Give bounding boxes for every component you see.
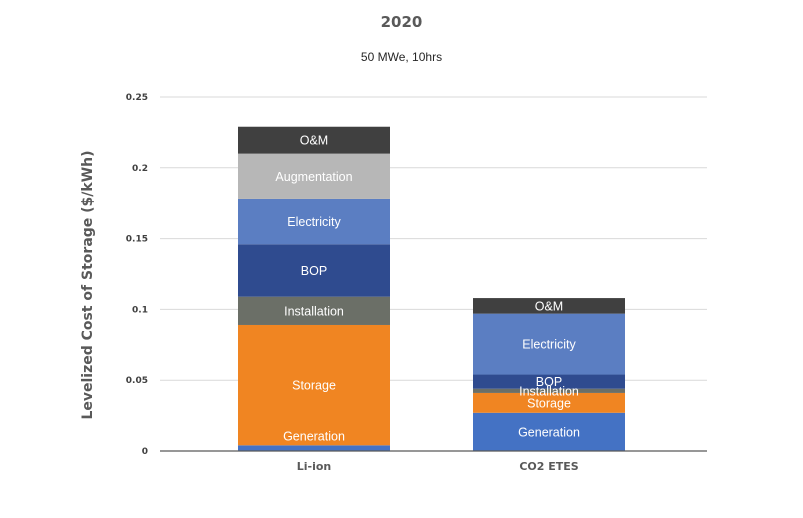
segment-label: Installation bbox=[284, 304, 344, 318]
bars bbox=[238, 126, 625, 451]
segment-label: Generation bbox=[518, 425, 580, 439]
x-category-label: CO2 ETES bbox=[519, 460, 578, 473]
y-tick-label: 0.15 bbox=[126, 235, 148, 245]
segment-label: BOP bbox=[301, 264, 327, 278]
bar-segment-generation bbox=[473, 412, 625, 451]
y-tick-label: 0.1 bbox=[132, 305, 148, 315]
segment-labels: GenerationStorageInstallationBOPElectric… bbox=[275, 134, 580, 444]
segment-label: O&M bbox=[300, 134, 328, 148]
chart-title: 2020 bbox=[380, 13, 423, 31]
segment-label: Storage bbox=[527, 396, 571, 410]
segment-label: Electricity bbox=[287, 215, 341, 229]
bar-segment-electricity bbox=[473, 313, 625, 375]
bar-segment-installation bbox=[238, 296, 390, 325]
segment-label: Installation bbox=[519, 384, 579, 398]
segment-label: Augmentation bbox=[275, 170, 352, 184]
y-tick-label: 0.25 bbox=[126, 93, 148, 103]
segment-label: Storage bbox=[292, 379, 336, 393]
chart-subtitle: 50 MWe, 10hrs bbox=[360, 50, 443, 64]
segment-label: O&M bbox=[535, 299, 563, 313]
x-axis-categories: Li-ion CO2 ETES bbox=[297, 460, 579, 473]
bar-segment-generation bbox=[238, 445, 390, 451]
x-category-label: Li-ion bbox=[297, 460, 332, 473]
bar-segment-o-m bbox=[238, 126, 390, 154]
bar-segment-augmentation bbox=[238, 153, 390, 199]
segment-label: Electricity bbox=[522, 338, 576, 352]
bar-segment-electricity bbox=[238, 198, 390, 245]
y-axis-ticks: 0 0.05 0.1 0.15 0.2 0.25 bbox=[126, 93, 148, 457]
bar-segment-installation bbox=[473, 388, 625, 393]
y-tick-label: 0 bbox=[142, 447, 148, 457]
y-axis-label: Levelized Cost of Storage ($/kWh) bbox=[80, 150, 96, 419]
y-tick-label: 0.05 bbox=[126, 376, 148, 386]
bar-segment-storage bbox=[473, 392, 625, 413]
bar-segment-storage bbox=[238, 324, 390, 446]
y-tick-label: 0.2 bbox=[132, 164, 148, 174]
bar-segment-o-m bbox=[473, 298, 625, 314]
bar-segment-bop bbox=[473, 374, 625, 389]
segment-label: BOP bbox=[536, 375, 562, 389]
bar-segment-bop bbox=[238, 244, 390, 297]
segment-label: Generation bbox=[283, 429, 345, 443]
